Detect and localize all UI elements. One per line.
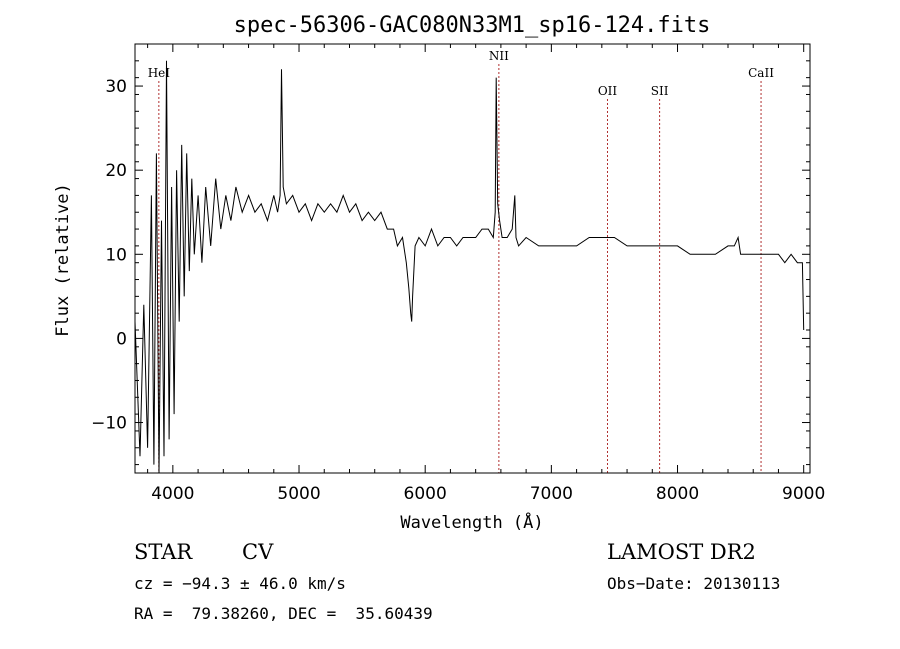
redshift-readout: cz = −94.3 ± 46.0 km/s <box>134 574 346 593</box>
observation-date: Obs−Date: 20130113 <box>607 574 781 593</box>
x-tick-label-6000: 6000 <box>404 484 447 504</box>
chart-title: spec-56306-GAC080N33M1_sp16-124.fits <box>234 13 711 38</box>
object-subclass: CV <box>242 540 274 564</box>
y-axis-ticks: −10 0 10 20 30 <box>91 43 810 466</box>
y-tick-label-30: 30 <box>105 77 127 97</box>
x-tick-label-5000: 5000 <box>277 484 320 504</box>
x-tick-label-4000: 4000 <box>151 484 194 504</box>
y-tick-label-10: 10 <box>105 245 127 265</box>
x-tick-label-8000: 8000 <box>656 484 699 504</box>
y-tick-label-20: 20 <box>105 161 127 181</box>
spectrum-line-0 <box>134 60 805 474</box>
marker-label-caii: CaII <box>748 66 774 80</box>
x-axis-ticks: 4000 5000 6000 7000 8000 9000 <box>147 44 825 504</box>
spectrum-series <box>134 60 805 474</box>
coordinates-readout: RA = 79.38260, DEC = 35.60439 <box>134 604 433 623</box>
y-tick-label-0: 0 <box>116 329 127 349</box>
y-tick-label--10: −10 <box>91 414 127 434</box>
plot-frame <box>134 43 811 474</box>
object-class: STAR <box>134 540 193 564</box>
survey-name: LAMOST DR2 <box>607 540 756 564</box>
x-tick-label-7000: 7000 <box>530 484 573 504</box>
marker-label-oii: OII <box>598 84 618 98</box>
x-axis-label: Wavelength (Å) <box>400 511 543 533</box>
marker-label-nii: NII <box>489 49 509 63</box>
marker-label-hei: HeI <box>148 66 171 80</box>
y-axis-label: Flux (relative) <box>53 183 73 337</box>
x-tick-label-9000: 9000 <box>782 484 825 504</box>
spectral-line-markers: HeI NII OII SII CaII <box>148 49 774 473</box>
marker-label-sii: SII <box>651 84 669 98</box>
